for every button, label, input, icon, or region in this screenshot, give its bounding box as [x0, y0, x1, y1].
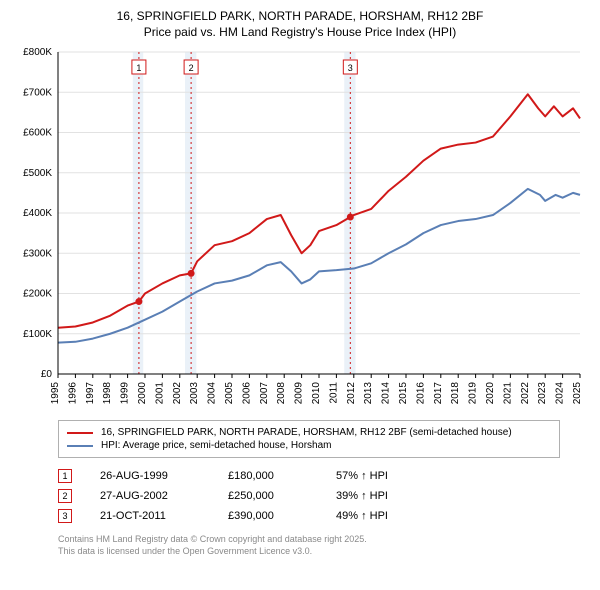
- legend-label: HPI: Average price, semi-detached house,…: [101, 440, 332, 451]
- svg-text:2020: 2020: [485, 382, 496, 405]
- sale-pct: 49% ↑ HPI: [336, 510, 388, 522]
- sale-price: £390,000: [228, 510, 308, 522]
- svg-text:2002: 2002: [172, 382, 183, 405]
- svg-text:2023: 2023: [537, 382, 548, 405]
- legend-swatch: [67, 445, 93, 447]
- svg-text:2010: 2010: [311, 382, 322, 405]
- legend-swatch: [67, 432, 93, 434]
- svg-text:1: 1: [136, 63, 141, 73]
- sale-number-box: 1: [58, 469, 72, 483]
- svg-text:2008: 2008: [276, 382, 287, 405]
- svg-text:1999: 1999: [120, 382, 131, 405]
- sale-number-box: 2: [58, 489, 72, 503]
- svg-text:2025: 2025: [572, 382, 583, 405]
- sale-row: 2 27-AUG-2002 £250,000 39% ↑ HPI: [58, 486, 560, 506]
- sale-number-box: 3: [58, 509, 72, 523]
- chart-title: 16, SPRINGFIELD PARK, NORTH PARADE, HORS…: [0, 0, 600, 44]
- svg-text:2001: 2001: [154, 382, 165, 405]
- svg-text:2011: 2011: [328, 382, 339, 404]
- sale-price: £180,000: [228, 470, 308, 482]
- sale-row: 3 21-OCT-2011 £390,000 49% ↑ HPI: [58, 506, 560, 526]
- svg-text:2015: 2015: [398, 382, 409, 405]
- sale-row: 1 26-AUG-1999 £180,000 57% ↑ HPI: [58, 466, 560, 486]
- svg-text:2: 2: [189, 63, 194, 73]
- svg-text:2004: 2004: [207, 382, 218, 405]
- svg-text:£800K: £800K: [23, 47, 52, 58]
- sales-table: 1 26-AUG-1999 £180,000 57% ↑ HPI 2 27-AUG-200…: [58, 466, 560, 526]
- legend-label: 16, SPRINGFIELD PARK, NORTH PARADE, HORS…: [101, 427, 512, 438]
- sale-date: 21-OCT-2011: [100, 510, 200, 522]
- svg-text:3: 3: [348, 63, 353, 73]
- svg-text:£100K: £100K: [23, 329, 52, 340]
- title-line-1: 16, SPRINGFIELD PARK, NORTH PARADE, HORS…: [10, 8, 590, 24]
- svg-text:£200K: £200K: [23, 289, 52, 300]
- svg-text:1997: 1997: [85, 382, 96, 405]
- footer-attribution: Contains HM Land Registry data © Crown c…: [58, 534, 560, 557]
- svg-text:2000: 2000: [137, 382, 148, 405]
- svg-text:2007: 2007: [259, 382, 270, 405]
- svg-text:£300K: £300K: [23, 249, 52, 260]
- svg-text:£400K: £400K: [23, 208, 52, 219]
- svg-text:2022: 2022: [520, 382, 531, 405]
- svg-text:£600K: £600K: [23, 128, 52, 139]
- sale-pct: 57% ↑ HPI: [336, 470, 388, 482]
- legend: 16, SPRINGFIELD PARK, NORTH PARADE, HORS…: [58, 420, 560, 458]
- svg-text:1996: 1996: [67, 382, 78, 405]
- svg-text:2018: 2018: [450, 382, 461, 405]
- svg-text:2012: 2012: [346, 382, 357, 405]
- svg-text:2019: 2019: [468, 382, 479, 405]
- svg-text:2024: 2024: [555, 382, 566, 405]
- line-chart: £0 £100K £200K £300K £400K £500K £600K £700K £80…: [10, 44, 590, 414]
- svg-text:2017: 2017: [433, 382, 444, 405]
- sale-date: 27-AUG-2002: [100, 490, 200, 502]
- svg-text:2005: 2005: [224, 382, 235, 405]
- legend-item: 16, SPRINGFIELD PARK, NORTH PARADE, HORS…: [67, 426, 551, 439]
- sale-price: £250,000: [228, 490, 308, 502]
- svg-text:2021: 2021: [502, 382, 513, 405]
- svg-text:2013: 2013: [363, 382, 374, 405]
- svg-text:1998: 1998: [102, 382, 113, 405]
- svg-text:2006: 2006: [241, 382, 252, 405]
- footer-line-2: This data is licensed under the Open Gov…: [58, 546, 560, 558]
- sale-pct: 39% ↑ HPI: [336, 490, 388, 502]
- sale-date: 26-AUG-1999: [100, 470, 200, 482]
- svg-text:£700K: £700K: [23, 88, 52, 99]
- title-line-2: Price paid vs. HM Land Registry's House …: [10, 24, 590, 40]
- svg-text:1995: 1995: [50, 382, 61, 405]
- svg-text:2014: 2014: [381, 382, 392, 405]
- svg-text:2016: 2016: [415, 382, 426, 405]
- svg-text:£0: £0: [41, 369, 53, 380]
- svg-text:2009: 2009: [294, 382, 305, 405]
- svg-text:£500K: £500K: [23, 168, 52, 179]
- svg-text:2003: 2003: [189, 382, 200, 405]
- footer-line-1: Contains HM Land Registry data © Crown c…: [58, 534, 560, 546]
- legend-item: HPI: Average price, semi-detached house,…: [67, 439, 551, 452]
